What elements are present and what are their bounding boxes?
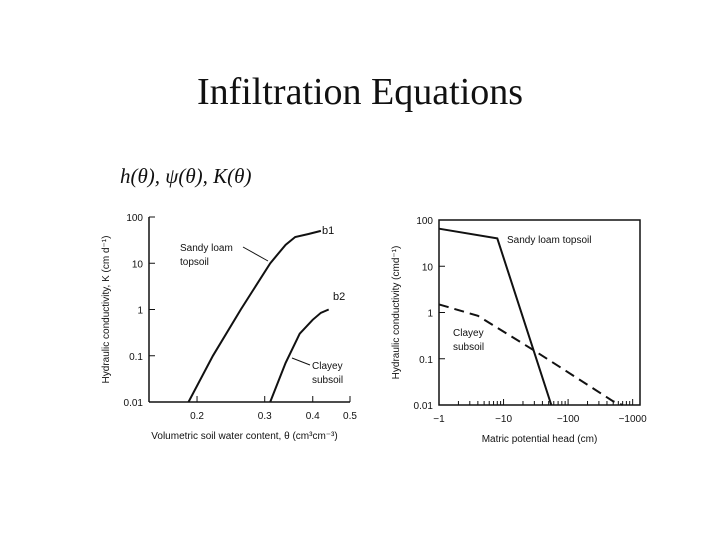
annotation-text: Clayey (453, 328, 484, 339)
y-tick-label: 100 (416, 216, 433, 227)
y-axis-label: Hydraulic conductivity (cmd⁻¹) (391, 246, 402, 380)
series-line-sandy-loam-topsoil (187, 229, 322, 403)
x-tick-label: −1000 (619, 414, 648, 425)
x-axis-label: Volumetric soil water content, θ (cm³cm⁻… (151, 431, 337, 442)
x-tick-label: −10 (495, 414, 512, 425)
annotation-arrow (291, 357, 311, 366)
x-tick-label: 0.4 (306, 411, 320, 422)
series-label: b1 (322, 225, 334, 237)
x-tick-label: −1 (433, 414, 445, 425)
y-tick-label: 0.01 (124, 398, 144, 409)
series-line-clayey-subsoil (438, 303, 623, 406)
y-tick-label: 100 (126, 213, 143, 224)
y-axis-label: Hydraulic conductivity, K (cm d⁻¹) (101, 236, 112, 384)
series-line-sandy-loam-topsoil (438, 227, 553, 406)
x-tick-label: 0.2 (190, 411, 204, 422)
plot-frame (438, 219, 641, 406)
y-tick-label: 0.01 (414, 401, 434, 412)
x-axis-label: Matric potential head (cm) (482, 434, 598, 445)
x-tick-label: 0.5 (343, 411, 357, 422)
annotation-text: subsoil (453, 342, 484, 353)
annotation-text: Sandy loam (180, 243, 233, 254)
y-tick-label: 0.1 (419, 355, 433, 366)
slide-subtitle: h(θ), ψ(θ), K(θ) (120, 164, 252, 188)
slide-title: Infiltration Equations (196, 71, 524, 113)
y-tick-label: 0.1 (129, 352, 143, 363)
x-tick-label: −100 (557, 414, 580, 425)
y-tick-label: 10 (422, 262, 434, 273)
series-label: b2 (333, 291, 345, 303)
annotation-text: Clayey (312, 361, 343, 372)
y-tick-label: 10 (132, 259, 144, 270)
x-tick-label: 0.3 (258, 411, 272, 422)
annotation-text: subsoil (312, 375, 343, 386)
annotation-text: topsoil (180, 257, 209, 268)
y-tick-label: 1 (137, 306, 143, 317)
annotation-text: Sandy loam topsoil (507, 235, 592, 246)
y-tick-label: 1 (427, 309, 433, 320)
annotation-arrow (242, 246, 269, 262)
series-line-clayey-subsoil (269, 308, 330, 403)
